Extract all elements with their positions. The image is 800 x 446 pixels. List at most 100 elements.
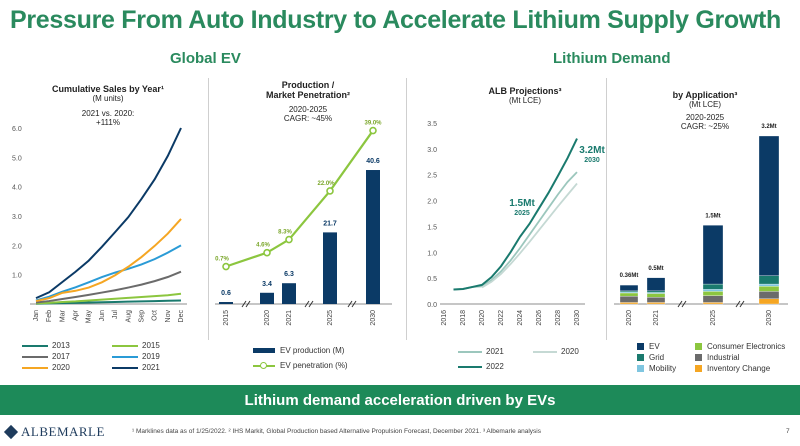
legend-swatch — [253, 348, 275, 353]
legend-item-inventory-change: Inventory Change — [695, 364, 795, 373]
legend-item-industrial: Industrial — [695, 353, 795, 362]
legend-item-2020: 2020 — [533, 347, 608, 356]
chart4-unit: (Mt LCE) — [689, 100, 721, 109]
section-title-lithium-demand: Lithium Demand — [553, 50, 671, 67]
chart1-unit: (M units) — [92, 94, 124, 103]
chart3-unit: (Mt LCE) — [509, 96, 541, 105]
annotation-3.2mt: 3.2Mt — [579, 145, 605, 156]
chart4-header: by Application³ (Mt LCE) 2020-2025 CAGR:… — [630, 90, 780, 131]
bar-ev-production — [323, 232, 337, 304]
penetration-point — [263, 248, 271, 257]
divider — [208, 78, 209, 340]
x-tick-label: Feb — [46, 310, 53, 322]
legend-swatch — [458, 365, 482, 368]
chart2-cagr-period: 2020-2025 — [288, 105, 328, 114]
penetration-point — [369, 126, 377, 135]
legend-item-ev-penetration: EV penetration (%) — [253, 361, 348, 370]
legend-item-ev: EV — [637, 342, 695, 351]
bar-total-label: 0.5Mt — [648, 266, 663, 272]
chart2-title-line2: Market Penetration² — [265, 90, 351, 100]
x-tick-label: 2021 — [653, 310, 660, 326]
series-line-2021 — [35, 127, 182, 300]
legend-swatch — [22, 366, 48, 369]
annotation-2025: 2025 — [514, 210, 530, 217]
series-line-2020 — [35, 218, 182, 303]
legend-label: 2021 — [486, 347, 504, 356]
annotation-2030: 2030 — [584, 157, 600, 164]
series-line-2013 — [35, 299, 182, 305]
legend-swatch — [253, 361, 275, 369]
chart2-cagr: CAGR: ~45% — [283, 114, 333, 123]
y-tick-label: 3.0 — [12, 214, 22, 221]
legend-label: EV penetration (%) — [280, 361, 348, 370]
divider — [406, 78, 407, 340]
stack-segment-inventory-change — [702, 302, 724, 305]
axis-break-mark — [739, 300, 745, 308]
penetration-point — [285, 235, 293, 244]
stack-segment-ev — [758, 135, 780, 276]
stack-segment-inventory-change — [619, 302, 639, 305]
y-tick-label: 5.0 — [12, 155, 22, 162]
axis-break-mark — [347, 300, 353, 308]
x-tick-label: Apr — [73, 309, 80, 321]
penetration-point — [222, 262, 230, 271]
y-tick-label: 0.0 — [427, 302, 437, 309]
chart3-title: ALB Projections³ — [488, 86, 562, 96]
legend-swatch — [112, 366, 138, 369]
stack-segment-industrial — [758, 291, 780, 299]
penetration-label: 8.3% — [278, 230, 292, 236]
penetration-label: 4.6% — [256, 243, 270, 249]
page-title: Pressure From Auto Industry to Accelerat… — [10, 6, 782, 34]
stack-segment-industrial — [702, 295, 724, 303]
x-tick-label: Dec — [178, 310, 185, 323]
legend-swatch — [458, 350, 482, 353]
legend-label: 2022 — [486, 362, 504, 371]
x-tick-label: Oct — [152, 310, 159, 321]
x-tick-label: Jan — [33, 310, 40, 321]
x-tick-label: 2030 — [370, 310, 377, 326]
penetration-label: 0.7% — [215, 257, 229, 263]
penetration-label: 22.0% — [317, 181, 335, 187]
x-tick-label: Jul — [112, 310, 119, 319]
x-tick-label: Jun — [99, 310, 106, 321]
penetration-point — [326, 187, 334, 195]
page-number: 7 — [786, 428, 790, 435]
series-line-2017 — [35, 270, 182, 304]
chart2-header: Production / Market Penetration² 2020-20… — [220, 80, 396, 123]
logo: ALBEMARLE — [3, 424, 105, 440]
penetration-label: 39.0% — [364, 121, 382, 127]
x-tick-label: 2020 — [479, 310, 486, 326]
legend-item-2013: 2013 — [22, 341, 112, 350]
stack-segment-inventory-change — [646, 302, 666, 305]
logo-text: ALBEMARLE — [21, 424, 105, 439]
y-tick-label: 2.0 — [427, 199, 437, 206]
legend-swatch — [22, 355, 48, 358]
legend-item-2015: 2015 — [112, 341, 202, 350]
stack-segment-grid — [619, 290, 639, 293]
stack-segment-mobility — [619, 291, 639, 294]
legend-swatch — [637, 343, 644, 350]
x-tick-label: 2030 — [766, 310, 773, 326]
axis-break-mark — [681, 300, 687, 308]
x-tick-label: 2021 — [286, 310, 293, 326]
x-tick-label: 2022 — [498, 310, 505, 326]
y-tick-label: 3.5 — [427, 121, 437, 128]
legend-swatch — [22, 344, 48, 347]
bar-value-label: 6.3 — [284, 271, 294, 278]
x-tick-label: 2024 — [517, 310, 524, 326]
legend-label: 2015 — [142, 341, 160, 350]
chart2-legend: EV production (M) EV penetration (%) — [253, 346, 348, 376]
legend-label: Consumer Electronics — [707, 342, 786, 351]
y-tick-label: 1.0 — [427, 250, 437, 257]
legend-label: 2017 — [52, 352, 70, 361]
stack-segment-ev — [619, 284, 639, 292]
x-tick-label: 2020 — [264, 310, 271, 326]
stack-segment-consumer-electronics — [646, 293, 666, 298]
legend-label: Grid — [649, 353, 665, 362]
x-tick-label: 2020 — [626, 310, 633, 326]
x-tick-label: 2018 — [460, 310, 467, 326]
chart1-legend: 2013 2015 2017 2019 2020 2021 — [22, 341, 202, 372]
series-line-2020 — [481, 182, 578, 289]
chart3-header: ALB Projections³ (Mt LCE) — [450, 86, 600, 105]
